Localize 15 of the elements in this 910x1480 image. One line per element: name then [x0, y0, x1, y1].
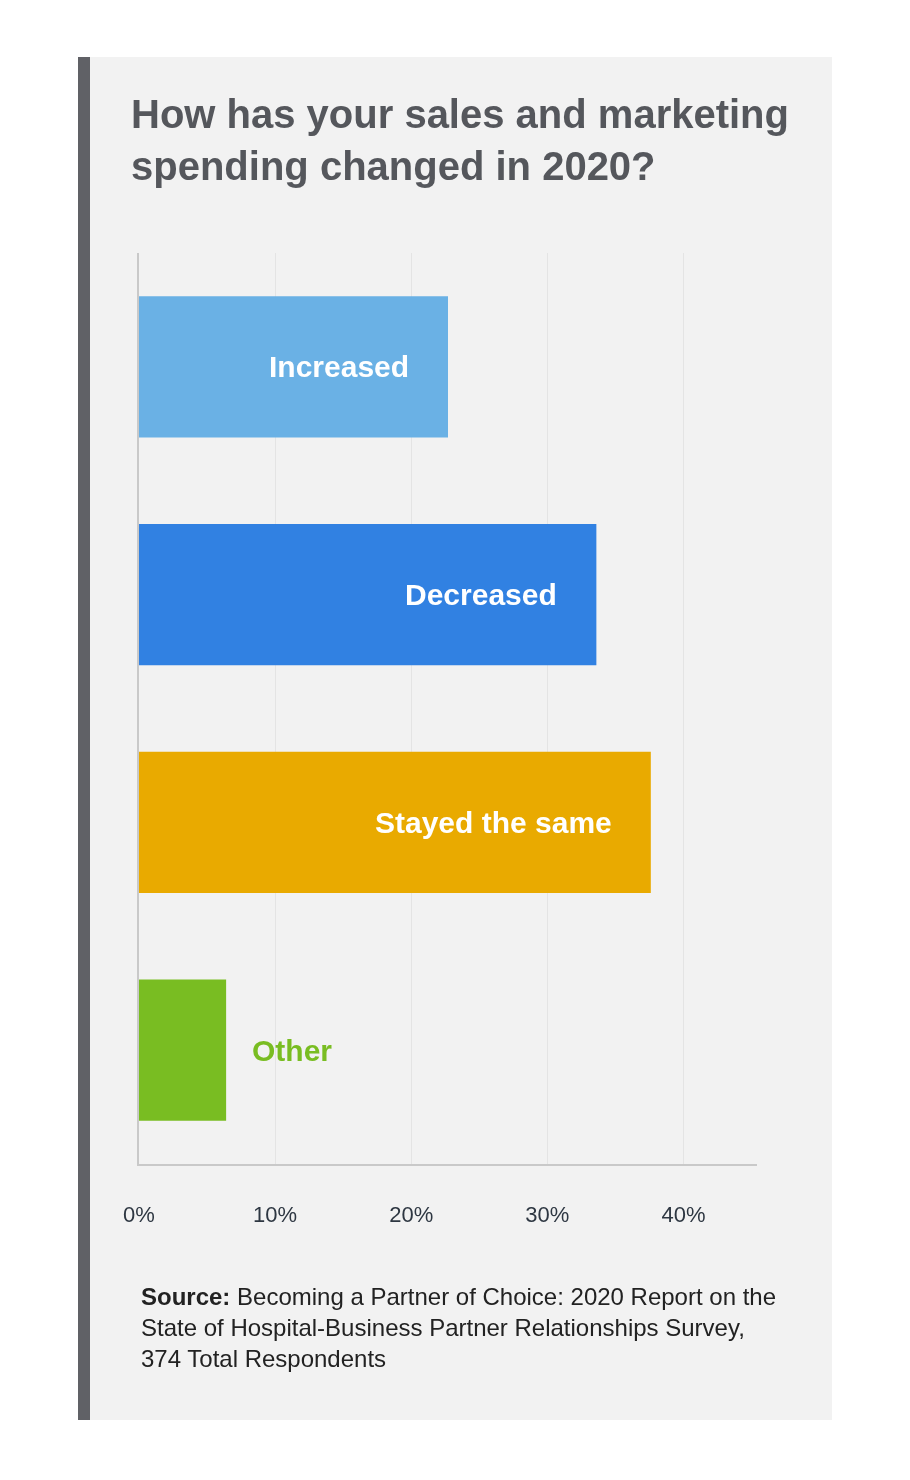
x-tick-label: 40% — [661, 1202, 706, 1228]
x-tick-label: 30% — [525, 1202, 570, 1228]
y-tick-label: Decreased — [405, 578, 557, 611]
y-tick-label: Increased — [269, 350, 410, 383]
bar — [139, 296, 448, 438]
bar — [139, 524, 597, 666]
x-tick-label: 10% — [253, 1202, 298, 1228]
x-tick-label: 0% — [123, 1202, 155, 1228]
y-tick-label: Stayed the same — [375, 806, 612, 839]
source-note: Source: Becoming a Partner of Choice: 2020 Report on the State of Hospital-Business Partner Relationships Survey, 374 Total Respondents — [141, 1283, 777, 1373]
y-tick-label: Other — [252, 1034, 333, 1067]
chart-title: How has your sales and marketing spending changed in 2020? — [131, 92, 789, 188]
x-tick-label: 20% — [389, 1202, 434, 1228]
bar — [139, 751, 651, 893]
bar — [139, 979, 227, 1121]
